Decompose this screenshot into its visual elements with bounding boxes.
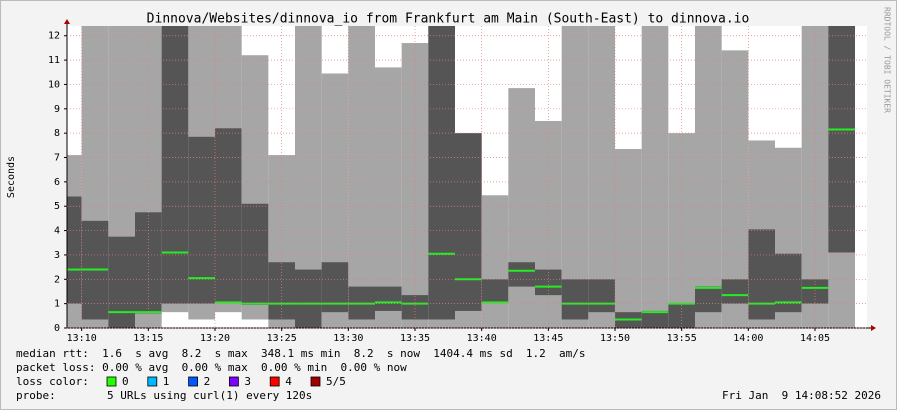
smoke-band [508, 88, 535, 329]
core-band [455, 133, 482, 311]
probe-text: 5 URLs using curl(1) every 120s [107, 389, 312, 402]
core-band [428, 26, 455, 320]
loss-label: 4 [285, 375, 292, 388]
core-band [161, 26, 189, 304]
smoke-band [641, 26, 669, 328]
y-tick-label: 10 [48, 79, 60, 90]
x-tick-label: 13:45 [533, 333, 563, 344]
y-tick-label: 4 [54, 226, 60, 237]
x-tick-label: 13:10 [67, 333, 97, 344]
loss-swatch [310, 376, 321, 387]
stats-line: median rtt: 1.6 s avg 8.2 s max 348.1 ms… [16, 347, 586, 360]
loss-swatch [147, 376, 158, 387]
x-tick-label: 14:05 [800, 333, 830, 344]
core-band [695, 286, 722, 313]
y-tick-label: 2 [54, 274, 60, 285]
core-band [188, 136, 215, 304]
x-tick-label: 13:50 [600, 333, 630, 344]
core-band [668, 303, 695, 328]
y-tick-label: 0 [54, 323, 60, 334]
loss-swatch [188, 376, 199, 387]
y-tick-label: 7 [54, 153, 60, 164]
smoke-band [695, 26, 722, 328]
core-band [561, 279, 589, 320]
core-band [828, 26, 855, 253]
x-tick-label: 13:15 [133, 333, 163, 344]
x-tick-label: 13:20 [200, 333, 230, 344]
core-band [375, 286, 402, 311]
loss-label: loss color: [16, 375, 89, 388]
x-tick-label: 13:55 [667, 333, 697, 344]
loss-swatch [228, 376, 239, 387]
x-tick-label: 13:40 [467, 333, 497, 344]
core-band [401, 295, 429, 320]
core-band [295, 269, 322, 328]
core-band [748, 229, 775, 320]
core-band [535, 269, 562, 296]
smoke-band [375, 67, 402, 328]
x-tick-label: 13:30 [333, 333, 363, 344]
core-band [721, 279, 749, 304]
smoke-band [588, 26, 615, 328]
y-tick-label: 5 [54, 201, 60, 212]
loss-swatch [269, 376, 280, 387]
smoke-band [348, 26, 375, 328]
loss-label: 1 [163, 375, 170, 388]
probe-label: probe: [16, 389, 56, 402]
loss-label: 2 [204, 375, 211, 388]
y-tick-label: 6 [54, 177, 60, 188]
smoke-band [561, 26, 589, 328]
core-band [588, 279, 615, 313]
x-tick-label: 14:00 [733, 333, 763, 344]
core-band [67, 196, 82, 304]
smoke-band [481, 195, 509, 328]
y-tick-label: 1 [54, 299, 60, 310]
loss-label: 5/5 [326, 375, 346, 388]
y-tick-label: 8 [54, 128, 60, 139]
core-band [215, 128, 242, 303]
smoke-band [615, 148, 642, 328]
chart-title: Dinnova/Websites/dinnova_io from Frankfu… [147, 12, 750, 27]
loss-swatch [106, 376, 117, 387]
timestamp: Fri Jan 9 14:08:52 2026 [722, 389, 881, 402]
stats-line: packet loss: 0.00 % avg 0.00 % max 0.00 … [16, 361, 407, 374]
core-band [641, 310, 669, 328]
loss-label: 0 [122, 375, 129, 388]
core-band [508, 262, 535, 287]
loss-label: 3 [244, 375, 251, 388]
y-tick-label: 11 [48, 55, 60, 66]
y-tick-label: 3 [54, 250, 60, 261]
core-band [241, 203, 269, 305]
x-axis-arrow [871, 325, 876, 331]
core-band [321, 262, 349, 313]
y-tick-label: 9 [54, 104, 60, 115]
x-tick-label: 13:35 [400, 333, 430, 344]
core-band [108, 236, 135, 328]
y-axis-arrow [64, 19, 70, 24]
x-tick-label: 13:25 [267, 333, 297, 344]
side-label: RRDTOOL / TOBI OETIKER [883, 7, 892, 113]
y-tick-label: 12 [48, 31, 60, 42]
y-axis-label: Seconds [6, 156, 17, 198]
core-band [481, 279, 509, 303]
